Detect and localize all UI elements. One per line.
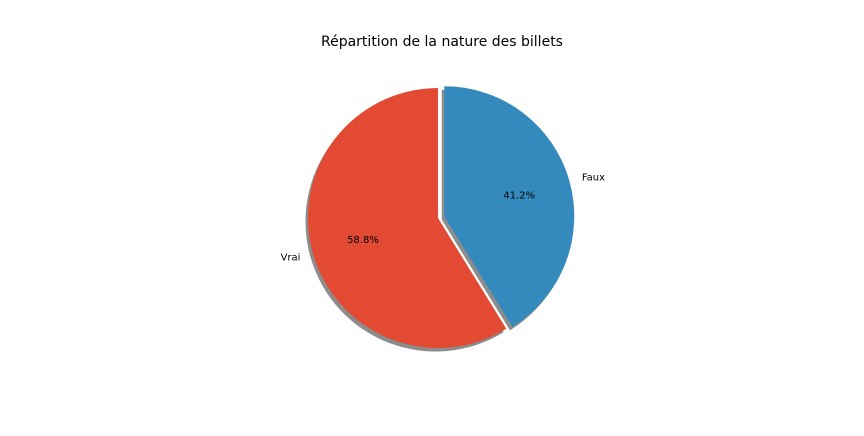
slice-label-faux: Faux [582,173,605,184]
slice-percent-vrai: 58.8% [347,235,379,246]
label-layer: Faux 41.2% Vrai 58.8% [281,173,606,264]
slice-percent-faux: 41.2% [503,190,535,201]
pie-slice-vrai [307,88,507,348]
pie-slice-faux [444,86,575,327]
slice-layer [307,86,575,348]
chart-title: Répartition de la nature des billets [321,34,563,50]
slice-label-vrai: Vrai [281,253,301,264]
